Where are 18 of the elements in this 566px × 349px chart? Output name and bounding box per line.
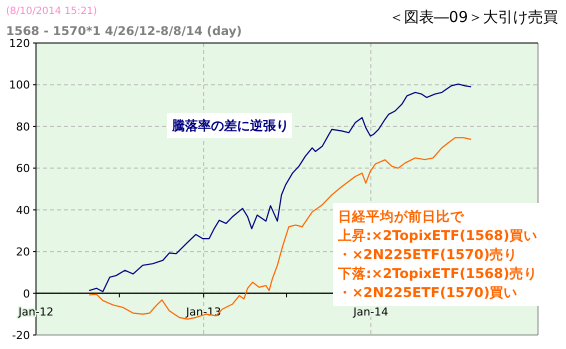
y-tick-label: 40 — [16, 204, 30, 217]
y-tick-label: 60 — [16, 162, 30, 176]
annotation: 下落:×2TopixETF(1568)売り — [337, 266, 538, 282]
chart-subtitle: 1568 - 1570*1 4/26/12-8/8/14 (day) — [6, 24, 242, 38]
annotation: ・×2N225ETF(1570)買い — [338, 285, 518, 301]
y-tick-label: 0 — [23, 287, 30, 300]
y-tick-label: 80 — [16, 120, 30, 134]
y-tick-label: 100 — [9, 78, 30, 92]
y-tick-label: 20 — [16, 246, 30, 259]
text: 騰落率の差に逆張り — [171, 118, 289, 134]
annotation: 日経平均が前日比で — [338, 209, 465, 225]
y-tick-label: 120 — [9, 37, 30, 50]
chart-title: ＜図表―09＞大引け売買 — [388, 8, 558, 26]
annotation: 上昇:×2TopixETF(1568)買い — [337, 228, 538, 244]
x-tick-label: Jan-14 — [352, 305, 388, 318]
text: (8/10/2014 15:21) — [6, 6, 98, 17]
y-tick-label: -20 — [12, 329, 30, 342]
annotation: ・×2N225ETF(1570)売り — [338, 247, 518, 263]
